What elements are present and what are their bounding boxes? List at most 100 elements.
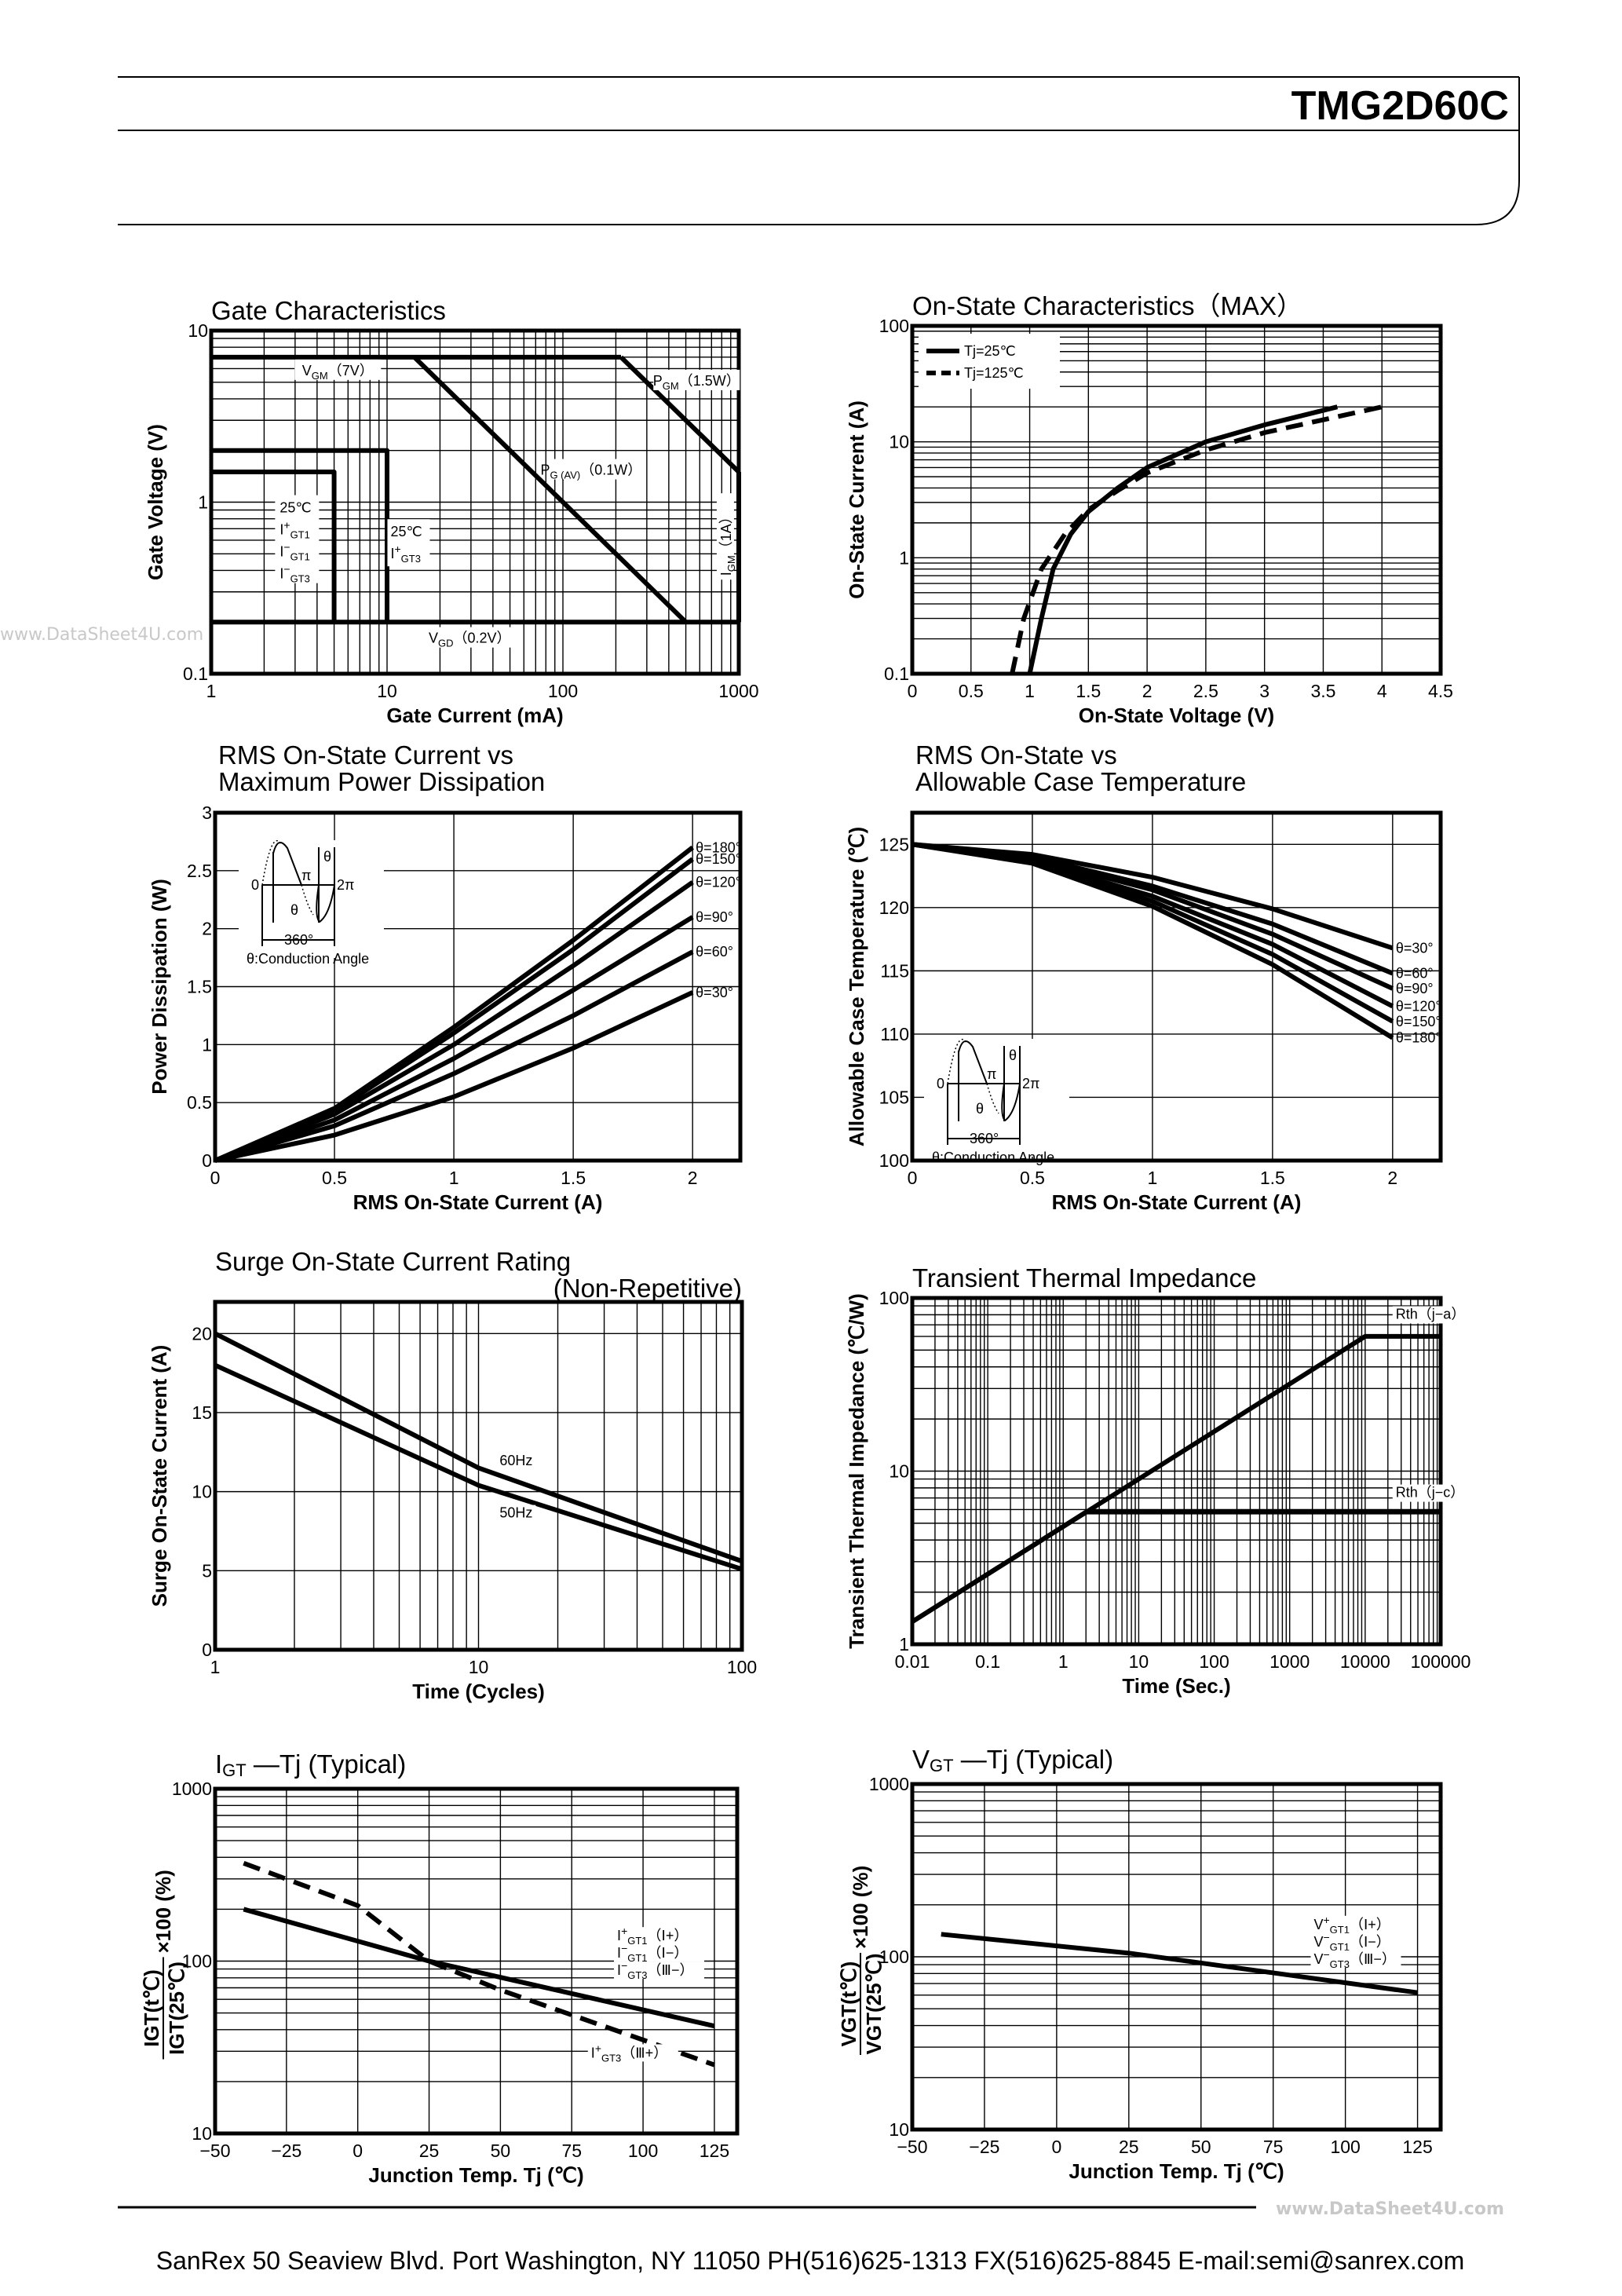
grid bbox=[215, 1302, 742, 1650]
x-tick-label: 125 bbox=[700, 2141, 729, 2161]
x-tick-label: 1.5 bbox=[1260, 1168, 1285, 1188]
sine-dotted bbox=[947, 1038, 967, 1084]
y-tick-label: 2 bbox=[202, 919, 212, 939]
label-base: I bbox=[617, 1928, 621, 1943]
title-sub: GT bbox=[930, 1756, 954, 1775]
series-line-2 bbox=[412, 355, 688, 624]
label-tail: （0.2V） bbox=[454, 631, 511, 646]
legend-label: I−GT1（Ⅰ−） bbox=[617, 1942, 688, 1964]
series-label: θ=30° bbox=[1396, 940, 1434, 956]
inset-2pi: 2π bbox=[1022, 1076, 1039, 1091]
y-tick-label: 125 bbox=[879, 834, 909, 854]
label-tail: （1A） bbox=[718, 510, 734, 555]
y-tick-label: 115 bbox=[880, 960, 909, 981]
y-tick-label: 15 bbox=[192, 1402, 212, 1423]
y-tick-label: 100 bbox=[182, 1951, 212, 1972]
series-label: θ=60° bbox=[1396, 966, 1434, 982]
annotation: I+GT1 bbox=[279, 519, 310, 541]
x-tick-label: 1 bbox=[1058, 1651, 1069, 1672]
series-line-1 bbox=[214, 1362, 743, 1572]
legend-label: V−GT1（Ⅰ−） bbox=[1313, 1931, 1390, 1953]
y-tick-label: 1 bbox=[899, 547, 909, 568]
label-tail: （7V） bbox=[328, 363, 374, 378]
y-axis-label: Allowable Case Temperature (℃) bbox=[845, 827, 868, 1146]
annotation-25c: 25℃ bbox=[279, 500, 311, 516]
plot-frame bbox=[910, 1782, 1443, 2132]
inset-360: 360° bbox=[284, 932, 313, 948]
chart-title: VGT —Tj (Typical) bbox=[912, 1745, 1113, 1775]
series-line-3 bbox=[214, 915, 694, 1163]
y-label-suffix: ×100 (%) bbox=[849, 1866, 872, 1949]
x-tick-label: 10000 bbox=[1340, 1651, 1390, 1672]
legend-label: I+GT3（Ⅲ+） bbox=[591, 2042, 667, 2064]
y-tick-label: 0 bbox=[202, 1150, 212, 1171]
label-bg bbox=[614, 1961, 705, 1980]
x-tick-label: 0 bbox=[353, 2141, 363, 2161]
x-tick-label: 10 bbox=[377, 681, 397, 701]
plot-frame bbox=[910, 324, 1443, 676]
label-base: I bbox=[390, 546, 394, 561]
x-tick-label: 0.5 bbox=[959, 681, 984, 701]
label-base: I bbox=[279, 566, 283, 582]
series-label: θ=90° bbox=[1396, 981, 1434, 996]
annotation-igm: IGM（1A） bbox=[718, 510, 737, 576]
y-tick-label: 1.5 bbox=[187, 977, 212, 997]
x-tick-label: 100 bbox=[1330, 2137, 1360, 2157]
label-base: 25℃ bbox=[279, 500, 311, 516]
label-tail: （Ⅰ+） bbox=[1350, 1917, 1390, 1932]
inset-caption: θ:Conduction Angle bbox=[932, 1150, 1054, 1165]
label-bg bbox=[1310, 1915, 1401, 1933]
header: TMG2D60C bbox=[118, 76, 1520, 225]
x-tick-label: 0.5 bbox=[1020, 1168, 1045, 1188]
y-label-suffix: ×100 (%) bbox=[152, 1870, 175, 1953]
chart-title: Transient Thermal Impedance bbox=[912, 1263, 1256, 1292]
label-bg bbox=[275, 495, 320, 583]
y-tick-label: 1 bbox=[899, 1634, 909, 1654]
x-axis-label: RMS On-State Current (A) bbox=[1052, 1190, 1302, 1214]
chart-title: RMS On-State vs bbox=[915, 740, 1117, 770]
x-tick-label: 1000 bbox=[1269, 1651, 1310, 1672]
series-label: θ=120° bbox=[696, 875, 741, 890]
series-label: θ=60° bbox=[696, 944, 733, 960]
x-tick-label: 1 bbox=[1025, 681, 1035, 701]
y-tick-label: 3 bbox=[202, 803, 212, 823]
label-sub: GT1 bbox=[290, 551, 310, 563]
label-sup: + bbox=[595, 2042, 601, 2054]
watermark-left: www.DataSheet4U.com bbox=[0, 625, 203, 645]
x-tick-label: 100 bbox=[548, 681, 578, 701]
chart-title-line2: Allowable Case Temperature bbox=[915, 767, 1246, 796]
label-sup: − bbox=[1323, 1931, 1329, 1943]
x-tick-label: 100 bbox=[628, 2141, 658, 2161]
label-tail: （Ⅰ+） bbox=[648, 1928, 689, 1943]
series-line-5 bbox=[211, 470, 337, 623]
annotation: VGM（7V） bbox=[302, 363, 374, 382]
x-tick-label: 0.01 bbox=[895, 1651, 930, 1672]
y-tick-label: 1000 bbox=[869, 1774, 909, 1794]
series-line-0 bbox=[243, 1907, 715, 2029]
x-axis-label: On-State Voltage (V) bbox=[1079, 704, 1274, 727]
series-line-5 bbox=[214, 990, 694, 1163]
label-tail: （Ⅰ−） bbox=[648, 1945, 689, 1961]
label-tail: （Ⅲ−） bbox=[1350, 1951, 1396, 1967]
chart-surge: 1 10 100 0 5 10 15 20 Surge On-State Current Rat… bbox=[148, 1247, 757, 1703]
x-tick-label: 1 bbox=[210, 1657, 221, 1677]
label-sup: − bbox=[1323, 1948, 1329, 1961]
label-sup: − bbox=[621, 1942, 627, 1954]
positive-lobe bbox=[272, 842, 303, 886]
label-bg bbox=[1310, 1950, 1401, 1968]
label-bg bbox=[547, 459, 634, 480]
label-bg bbox=[426, 627, 513, 648]
series-label: 50Hz bbox=[499, 1505, 532, 1521]
series-line-0 bbox=[214, 1331, 743, 1564]
label-sub: GM bbox=[312, 370, 328, 382]
plot-frame bbox=[213, 810, 743, 1163]
y-tick-label: 0.5 bbox=[187, 1092, 212, 1113]
label-tail: （0.1W） bbox=[580, 462, 641, 478]
label-base: P bbox=[653, 373, 663, 389]
title-sub: GT bbox=[222, 1760, 247, 1780]
inset-axes bbox=[261, 847, 335, 946]
label-sub: GM bbox=[725, 555, 737, 572]
y-tick-label: 100 bbox=[879, 1288, 909, 1308]
footer-contact: SanRex 50 Seaview Blvd. Port Washington,… bbox=[156, 2247, 1465, 2275]
